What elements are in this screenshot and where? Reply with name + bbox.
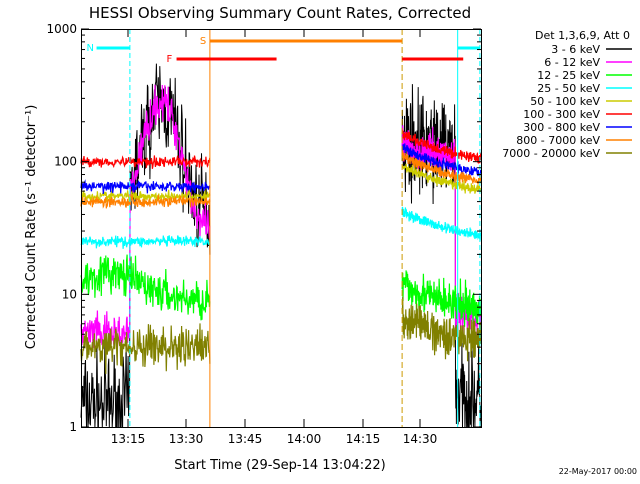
- series-trace: [401, 130, 482, 165]
- plot-area: N S F: [80, 29, 482, 428]
- x-tick-label: 14:15: [346, 432, 381, 446]
- series-7000-20000-kev: [80, 296, 482, 374]
- axes: 1 10 100 1000 13:15 13:30 13:45 14:00 14:15 14:30: [46, 22, 481, 446]
- series-trace: [80, 63, 211, 428]
- series-trace: [80, 254, 211, 321]
- y-axis-label: Corrected Count Rate (s⁻¹ detector⁻¹): [24, 105, 39, 350]
- series-25-50-kev: [80, 206, 482, 249]
- series-trace: [80, 323, 211, 374]
- x-tick-label: 13:30: [169, 432, 204, 446]
- legend-entry-label: 50 - 100 keV: [530, 95, 600, 108]
- flag-bar-f: F: [167, 54, 464, 65]
- y-tick-label: 1: [69, 420, 77, 434]
- series-12-25-kev: [80, 254, 482, 327]
- y-tick-label: 1000: [46, 22, 77, 36]
- series-trace: [401, 296, 482, 362]
- plot-frame: [81, 29, 482, 428]
- series-trace: [401, 270, 482, 327]
- series-trace: [80, 235, 211, 249]
- flag-bar-n: N: [87, 43, 480, 54]
- x-tick-label: 13:15: [111, 432, 146, 446]
- legend-entry-label: 3 - 6 keV: [551, 43, 600, 56]
- x-tick-label: 14:30: [403, 432, 438, 446]
- legend-entry-label: 12 - 25 keV: [537, 69, 600, 82]
- series-trace: [80, 84, 211, 353]
- series-trace: [401, 206, 482, 241]
- legend-entry-label: 25 - 50 keV: [537, 82, 600, 95]
- flag-bar-s: S: [200, 36, 403, 47]
- flag-label: F: [167, 54, 173, 65]
- flag-label: S: [200, 36, 206, 47]
- series-trace: [80, 193, 211, 209]
- series-trace: [401, 163, 482, 194]
- series-800-7000-kev: [80, 150, 482, 209]
- legend-entry-label: 300 - 800 keV: [523, 121, 600, 134]
- legend-entry-label: 100 - 300 keV: [523, 108, 600, 121]
- series-50-100-kev: [80, 163, 482, 203]
- series-100-300-kev: [80, 130, 482, 169]
- chart-title: HESSI Observing Summary Count Rates, Cor…: [89, 4, 471, 22]
- series-trace: [401, 150, 482, 185]
- legend-entry-label: 6 - 12 keV: [544, 56, 600, 69]
- x-tick-label: 13:45: [228, 432, 263, 446]
- series-trace: [80, 189, 211, 203]
- footer-date: 22-May-2017 00:00: [559, 467, 637, 476]
- series-trace: [80, 155, 211, 169]
- x-tick-label: 14:00: [287, 432, 322, 446]
- legend-entry-label: 800 - 7000 keV: [516, 134, 600, 147]
- legend-header: Det 1,3,6,9, Att 0: [535, 29, 630, 42]
- y-tick-label: 10: [62, 287, 77, 301]
- y-tick-label: 100: [54, 155, 77, 169]
- flag-label: N: [87, 43, 94, 54]
- series-trace: [401, 84, 482, 428]
- series-300-800-kev: [80, 143, 482, 194]
- x-axis-label: Start Time (29-Sep-14 13:04:22): [174, 458, 385, 473]
- legend-entry-label: 7000 - 20000 keV: [502, 147, 600, 160]
- series-trace: [401, 143, 482, 177]
- series-trace: [80, 179, 211, 194]
